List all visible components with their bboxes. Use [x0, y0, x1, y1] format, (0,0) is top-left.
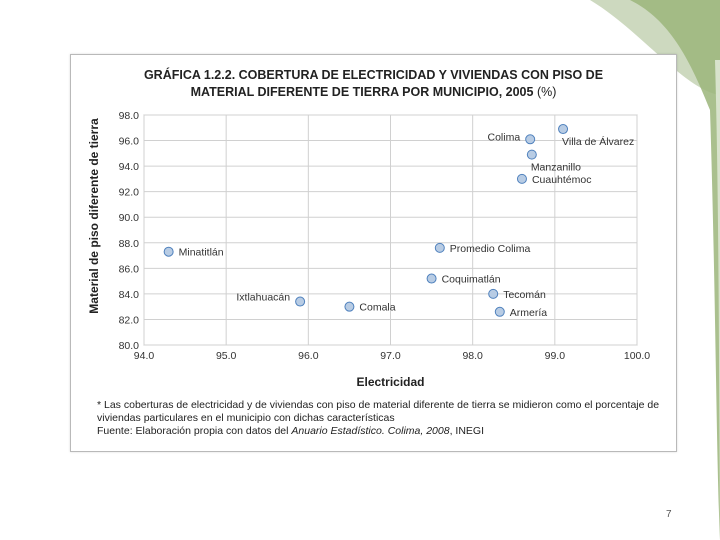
x-tick-label: 94.0 — [134, 350, 155, 362]
data-point — [434, 242, 445, 253]
chart-title-line-2: MATERIAL DIFERENTE DE TIERRA POR MUNICIP… — [71, 84, 676, 101]
footnote-text: * Las coberturas de electricidad y de vi… — [97, 399, 660, 424]
x-tick-label: 98.0 — [462, 350, 483, 362]
source-text: Elaboración propia con datos del — [132, 425, 292, 437]
data-point — [163, 246, 174, 257]
data-label: Villa de Álvarez — [562, 135, 634, 148]
data-label: Minatitlán — [179, 247, 224, 259]
data-point — [344, 301, 355, 312]
x-tick-label: 99.0 — [545, 350, 566, 362]
y-tick-label: 98.0 — [119, 110, 140, 122]
data-label: Comala — [359, 302, 395, 314]
data-label: Promedio Colima — [450, 243, 531, 255]
source-line: Fuente: Elaboración propia con datos del… — [97, 425, 667, 438]
data-label: Tecomán — [503, 289, 546, 301]
x-tick-label: 95.0 — [216, 350, 237, 362]
decorative-arc-pale — [715, 60, 720, 540]
data-label: Ixtlahuacán — [236, 292, 290, 304]
data-point — [526, 149, 537, 160]
x-tick-label: 97.0 — [380, 350, 401, 362]
y-axis-title: Material de piso diferente de tierra — [87, 118, 101, 314]
data-point — [525, 134, 536, 145]
chart-footnote: * Las coberturas de electricidad y de vi… — [97, 399, 667, 438]
scatter-plot: 94.0 95.0 96.0 97.0 98.0 99.0 100.0 80.0 82.0 84.… — [87, 110, 650, 389]
decorative-arc-green — [630, 0, 720, 540]
chart-title-line-1: GRÁFICA 1.2.2. COBERTURA DE ELECTRICIDAD… — [143, 68, 604, 82]
chart-title: GRÁFICA 1.2.2. COBERTURA DE ELECTRICIDAD… — [71, 67, 676, 101]
chart-frame: GRÁFICA 1.2.2. COBERTURA DE ELECTRICIDAD… — [70, 54, 677, 452]
y-tick-label: 96.0 — [119, 136, 140, 148]
data-label: Armería — [510, 307, 548, 319]
source-publication: Anuario Estadístico. Colima, 2008 — [291, 425, 450, 437]
data-point — [558, 124, 569, 135]
y-tick-label: 90.0 — [119, 212, 140, 224]
data-point — [488, 288, 499, 299]
chart-title-unit: (%) — [536, 85, 557, 99]
data-label: Manzanillo — [531, 162, 581, 174]
data-point — [295, 296, 306, 307]
x-tick-label: 96.0 — [298, 350, 319, 362]
page-number: 7 — [666, 509, 672, 520]
chart-title-main: MATERIAL DIFERENTE DE TIERRA POR MUNICIP… — [190, 85, 534, 99]
y-tick-label: 86.0 — [119, 263, 140, 275]
data-label: Colima — [487, 131, 520, 143]
source-label: Fuente: — [97, 425, 133, 437]
y-tick-label: 94.0 — [119, 161, 140, 173]
data-point — [494, 306, 505, 317]
source-publisher: , INEGI — [449, 425, 484, 437]
data-label: Coquimatlán — [442, 274, 501, 286]
x-axis-title: Electricidad — [356, 375, 424, 389]
data-label: Cuauhtémoc — [532, 174, 592, 186]
x-tick-label: 100.0 — [624, 350, 650, 362]
y-tick-label: 82.0 — [119, 314, 140, 326]
decorative-corner-shape — [590, 0, 720, 540]
data-point — [426, 273, 437, 284]
y-tick-label: 84.0 — [119, 289, 140, 301]
y-tick-label: 92.0 — [119, 187, 140, 199]
y-tick-label: 80.0 — [119, 340, 140, 352]
data-point — [516, 173, 527, 184]
y-tick-label: 88.0 — [119, 238, 140, 250]
